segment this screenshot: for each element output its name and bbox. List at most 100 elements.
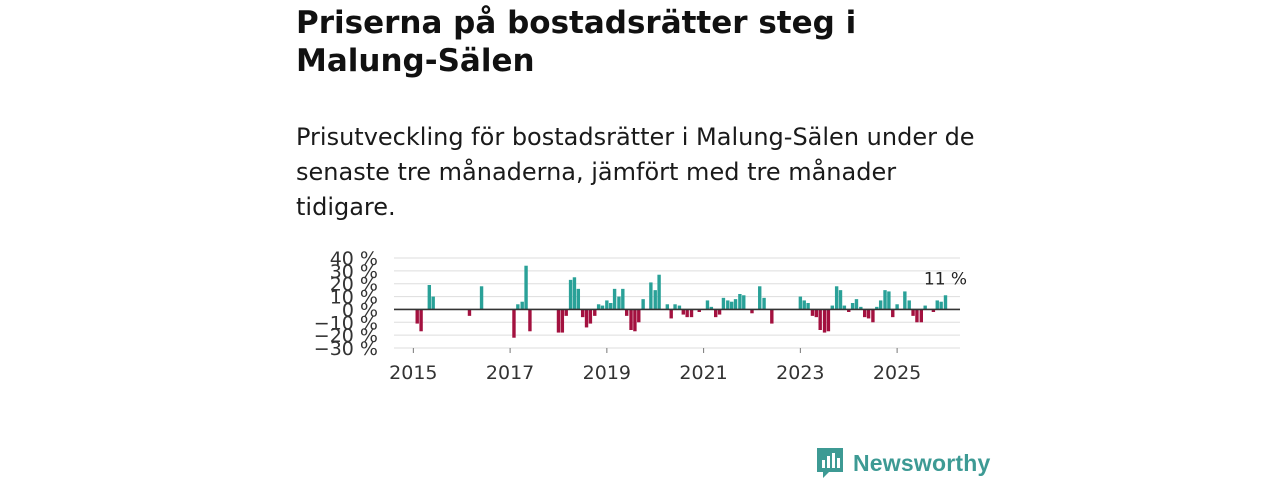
bar	[621, 288, 625, 310]
bar	[568, 279, 573, 310]
y-tick-label: 10 %	[330, 287, 378, 309]
bar	[818, 309, 822, 330]
bar	[822, 309, 827, 333]
bar	[834, 286, 839, 310]
bar	[560, 309, 565, 333]
y-tick-label: 20 %	[330, 274, 378, 296]
gridlines	[394, 257, 960, 349]
bar	[653, 290, 657, 310]
bar	[588, 309, 593, 324]
bar	[593, 309, 597, 316]
bar	[637, 309, 641, 323]
bar	[415, 309, 419, 324]
bar	[826, 309, 831, 332]
bar	[685, 309, 689, 318]
bar	[709, 306, 714, 310]
x-axis-ticks: 2015 2017 2019 2021 2023 2025	[389, 348, 921, 384]
bar	[617, 296, 621, 310]
bar	[798, 296, 803, 310]
price-change-bar-chart: 40 %30 %20 %10 %0 %−10 %−20 %−30 % 2015 2…	[314, 248, 967, 384]
bar	[649, 282, 653, 310]
bar	[733, 299, 738, 310]
bar	[609, 303, 613, 310]
bar	[629, 309, 633, 330]
bar	[520, 301, 524, 310]
bar	[919, 309, 923, 323]
newsworthy-logo-icon	[817, 448, 843, 478]
bar	[770, 309, 774, 324]
x-tick-label: 2019	[583, 362, 631, 384]
bar	[931, 309, 936, 312]
x-tick-label: 2017	[486, 362, 534, 384]
bar	[528, 309, 532, 332]
bar	[742, 295, 746, 310]
bar	[729, 301, 734, 310]
bar	[714, 309, 718, 318]
bar	[875, 306, 879, 310]
last-value-label: 11 %	[924, 269, 967, 289]
bar	[866, 309, 871, 319]
bar	[871, 309, 875, 323]
bar	[657, 274, 661, 310]
bar	[810, 309, 815, 316]
bar	[633, 309, 637, 332]
bar	[572, 277, 577, 310]
bar	[467, 309, 472, 316]
bar	[935, 300, 939, 310]
bar	[612, 288, 617, 310]
bar	[605, 300, 609, 310]
bar	[847, 309, 851, 312]
x-tick-label: 2025	[873, 362, 921, 384]
bar	[641, 299, 645, 310]
bar	[887, 291, 891, 310]
x-tick-label: 2021	[679, 362, 727, 384]
bar	[802, 300, 806, 310]
bar	[854, 299, 859, 310]
bar	[939, 301, 943, 310]
y-axis-ticks: 40 %30 %20 %10 %0 %−10 %−20 %−30 %	[314, 248, 378, 360]
bar	[580, 309, 585, 318]
bar	[524, 265, 528, 310]
bar	[427, 285, 432, 310]
bar	[665, 304, 670, 310]
bar	[903, 291, 907, 310]
bar	[431, 296, 435, 310]
bar	[838, 290, 843, 310]
bar	[596, 304, 601, 310]
y-tick-label: 0 %	[342, 299, 378, 321]
chart-title: Priserna på bostadsrätter steg i Malung-…	[296, 5, 857, 79]
bar	[750, 309, 754, 314]
bar	[681, 309, 685, 315]
bar	[850, 303, 855, 310]
bar	[830, 305, 834, 310]
bar	[911, 309, 915, 316]
bar	[419, 309, 423, 332]
bar	[705, 300, 710, 310]
bar	[891, 309, 895, 318]
x-tick-label: 2023	[776, 362, 824, 384]
y-tick-label: −10 %	[314, 312, 378, 334]
bar	[923, 305, 927, 310]
brand-name: Newsworthy	[853, 449, 991, 476]
bar	[576, 288, 581, 310]
bar	[721, 297, 726, 310]
bar	[762, 297, 766, 310]
chart-subtitle: Prisutveckling för bostadsrätter i Malun…	[296, 123, 975, 221]
y-tick-label: −30 %	[314, 338, 378, 360]
bar-series	[415, 265, 948, 338]
bar	[669, 309, 673, 319]
y-tick-label: −20 %	[314, 325, 378, 347]
bar	[842, 305, 847, 310]
bar	[862, 309, 867, 318]
bar	[806, 303, 810, 310]
bar	[697, 309, 701, 312]
bar	[878, 300, 883, 310]
bar	[584, 309, 589, 328]
bar	[689, 309, 694, 318]
y-tick-label: 30 %	[330, 261, 378, 283]
newsworthy-brand[interactable]: Newsworthy	[815, 446, 990, 480]
bar	[814, 309, 819, 318]
bar	[677, 305, 682, 310]
y-tick-label: 40 %	[330, 248, 378, 270]
bar	[883, 290, 887, 310]
